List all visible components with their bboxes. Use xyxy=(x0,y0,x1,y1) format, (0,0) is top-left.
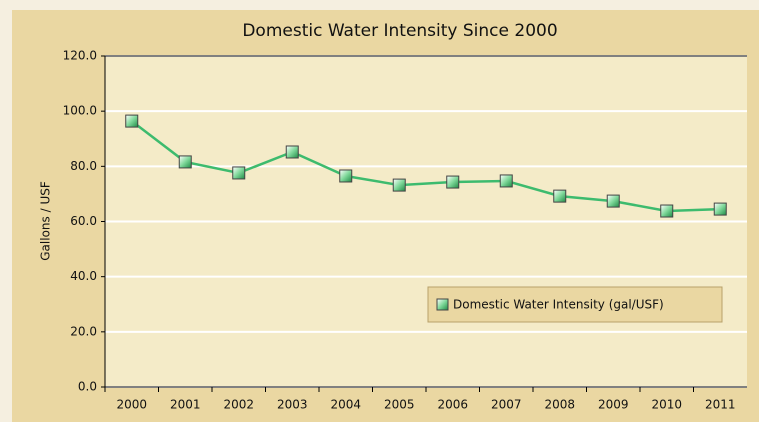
x-tick-label: 2002 xyxy=(223,398,254,412)
point xyxy=(392,178,406,192)
x-tick-label: 2007 xyxy=(491,398,522,412)
legend-label: Domestic Water Intensity (gal/USF) xyxy=(453,298,664,312)
point xyxy=(125,114,139,128)
y-tick-label: 120.0 xyxy=(63,49,97,63)
point xyxy=(232,166,246,180)
y-tick-label: 0.0 xyxy=(78,380,97,394)
x-tick-label: 2001 xyxy=(170,398,201,412)
x-tick-label: 2010 xyxy=(651,398,682,412)
point xyxy=(285,145,299,159)
x-tick-label: 2003 xyxy=(277,398,308,412)
point xyxy=(713,202,727,216)
y-tick-label: 60.0 xyxy=(70,214,97,228)
y-tick-label: 100.0 xyxy=(63,104,97,118)
x-tick-label: 2011 xyxy=(705,398,736,412)
x-tick-label: 2005 xyxy=(384,398,415,412)
point xyxy=(499,174,513,188)
y-tick-label: 20.0 xyxy=(70,324,97,338)
legend-box xyxy=(427,286,723,323)
point xyxy=(553,189,567,203)
legend-swatch xyxy=(436,298,449,311)
point xyxy=(446,175,460,189)
point xyxy=(660,204,674,218)
y-axis-label: Gallons / USF xyxy=(39,181,53,261)
x-tick-label: 2004 xyxy=(330,398,361,412)
y-tick-label: 40.0 xyxy=(70,269,97,283)
point xyxy=(606,194,620,208)
x-tick-label: 2009 xyxy=(598,398,629,412)
chart-title: Domestic Water Intensity Since 2000 xyxy=(242,21,557,41)
point xyxy=(339,169,353,183)
x-tick-label: 2008 xyxy=(544,398,575,412)
series-line xyxy=(130,120,721,213)
x-tick-label: 2000 xyxy=(116,398,147,412)
x-tick-label: 2006 xyxy=(437,398,468,412)
y-tick-label: 80.0 xyxy=(70,159,97,173)
point xyxy=(178,155,192,169)
